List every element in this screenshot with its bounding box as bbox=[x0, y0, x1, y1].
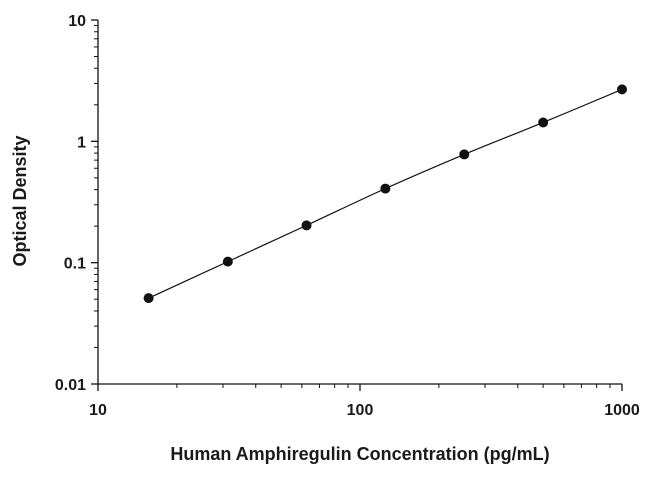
x-axis-title: Human Amphiregulin Concentration (pg/mL) bbox=[170, 444, 549, 464]
data-point bbox=[380, 183, 391, 194]
fit-curve-layer bbox=[148, 88, 623, 299]
data-point bbox=[538, 117, 549, 128]
x-tick-label: 100 bbox=[347, 402, 374, 419]
x-tick-label: 10 bbox=[89, 402, 107, 419]
data-point bbox=[459, 149, 470, 160]
y-tick-label: 1 bbox=[77, 134, 86, 151]
data-points bbox=[143, 84, 627, 304]
data-point bbox=[222, 256, 233, 267]
y-tick-label: 10 bbox=[68, 13, 86, 30]
y-axis-title: Optical Density bbox=[10, 135, 30, 266]
data-point bbox=[301, 220, 312, 231]
y-tick-label: 0.1 bbox=[64, 256, 86, 273]
y-tick-label: 0.01 bbox=[55, 377, 86, 394]
axes bbox=[97, 20, 622, 385]
x-tick-label: 1000 bbox=[604, 402, 640, 419]
data-point bbox=[143, 293, 154, 304]
data-point bbox=[617, 84, 627, 95]
ticks: 0.01 0.1 1 10 10 100 1000 bbox=[55, 13, 640, 419]
fit-curve bbox=[148, 88, 623, 299]
